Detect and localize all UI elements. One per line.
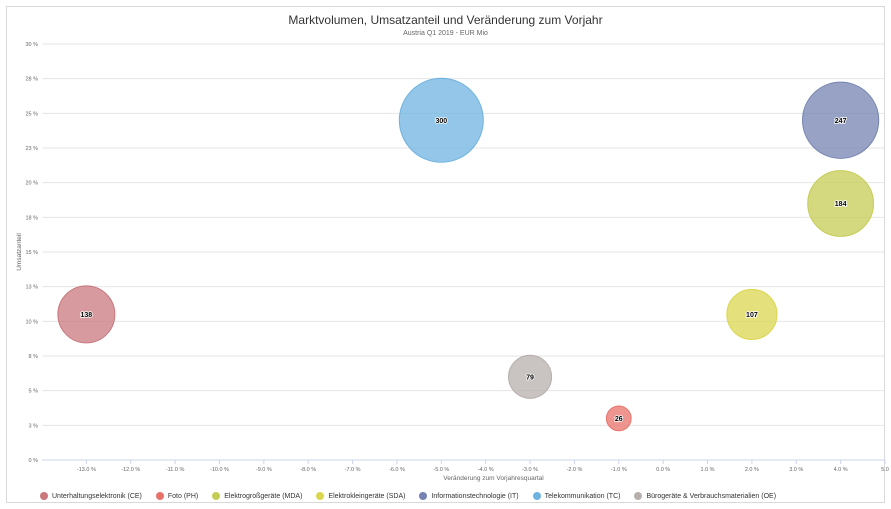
- legend-label: Elektrokleingeräte (SDA): [328, 493, 405, 500]
- x-tick-label: 1.0 %: [700, 467, 714, 473]
- y-tick-label: 25 %: [25, 111, 38, 117]
- x-tick-label: -13.0 %: [77, 467, 96, 473]
- bubble-data-label: 184: [835, 201, 847, 208]
- bubble-data-label: 300: [435, 118, 447, 125]
- x-tick-label: -12.0 %: [121, 467, 140, 473]
- legend-marker: [156, 492, 164, 500]
- x-tick-label: -9.0 %: [256, 467, 272, 473]
- x-axis-title: Veränderung zum Vorjahresquartal: [443, 475, 544, 482]
- y-tick-label: 18 %: [25, 215, 38, 221]
- y-tick-label: 13 %: [25, 285, 38, 291]
- x-tick-label: 4.0 %: [834, 467, 848, 473]
- y-tick-label: 28 %: [25, 77, 38, 83]
- chart-legend: Unterhaltungselektronik (CE) Foto (PH) Ele…: [40, 492, 776, 500]
- x-tick-label: -10.0 %: [210, 467, 229, 473]
- y-tick-label: 30 %: [25, 42, 38, 48]
- x-tick-label: -6.0 %: [389, 467, 405, 473]
- x-tick-label: 5.0: [881, 467, 889, 473]
- bubble-data-label: 247: [835, 118, 847, 125]
- legend-item[interactable]: Unterhaltungselektronik (CE): [40, 492, 142, 500]
- y-tick-label: 23 %: [25, 146, 38, 152]
- legend-item[interactable]: Informationstechnologie (IT): [419, 492, 518, 500]
- x-tick-label: 2.0 %: [745, 467, 759, 473]
- bubble-data-label: 138: [81, 312, 93, 319]
- legend-marker: [533, 492, 541, 500]
- legend-item[interactable]: Foto (PH): [156, 492, 198, 500]
- y-tick-label: 10 %: [25, 319, 38, 325]
- x-tick-label: 0.0 %: [656, 467, 670, 473]
- y-tick-label: 8 %: [29, 354, 39, 360]
- x-tick-label: -7.0 %: [345, 467, 361, 473]
- x-tick-label: -8.0 %: [300, 467, 316, 473]
- legend-label: Informationstechnologie (IT): [431, 493, 518, 500]
- legend-marker: [316, 492, 324, 500]
- x-tick-label: -5.0 %: [433, 467, 449, 473]
- legend-label: Bürogeräte & Verbrauchsmaterialien (OE): [646, 493, 776, 500]
- legend-item[interactable]: Elektrogroßgeräte (MDA): [212, 492, 302, 500]
- legend-marker: [419, 492, 427, 500]
- bubble-data-label: 79: [526, 374, 534, 381]
- y-tick-label: 15 %: [25, 250, 38, 256]
- legend-item[interactable]: Telekommunikation (TC): [533, 492, 621, 500]
- x-tick-label: -4.0 %: [478, 467, 494, 473]
- y-tick-label: 3 %: [29, 423, 39, 429]
- x-tick-label: -1.0 %: [611, 467, 627, 473]
- x-tick-label: -3.0 %: [522, 467, 538, 473]
- y-tick-label: 20 %: [25, 181, 38, 187]
- y-axis-title: Umsatzanteil: [16, 233, 23, 271]
- legend-item[interactable]: Bürogeräte & Verbrauchsmaterialien (OE): [634, 492, 776, 500]
- legend-label: Unterhaltungselektronik (CE): [52, 493, 142, 500]
- legend-item[interactable]: Elektrokleingeräte (SDA): [316, 492, 405, 500]
- legend-marker: [40, 492, 48, 500]
- legend-label: Elektrogroßgeräte (MDA): [224, 493, 302, 500]
- x-tick-label: -11.0 %: [166, 467, 185, 473]
- y-tick-label: 5 %: [29, 389, 39, 395]
- y-tick-label: 0 %: [29, 458, 39, 464]
- legend-label: Telekommunikation (TC): [545, 493, 621, 500]
- x-tick-label: 3.0 %: [789, 467, 803, 473]
- legend-marker: [212, 492, 220, 500]
- bubble-data-label: 26: [615, 416, 623, 423]
- legend-marker: [634, 492, 642, 500]
- legend-label: Foto (PH): [168, 493, 198, 500]
- bubble-data-label: 107: [746, 312, 758, 319]
- x-tick-label: -2.0 %: [566, 467, 582, 473]
